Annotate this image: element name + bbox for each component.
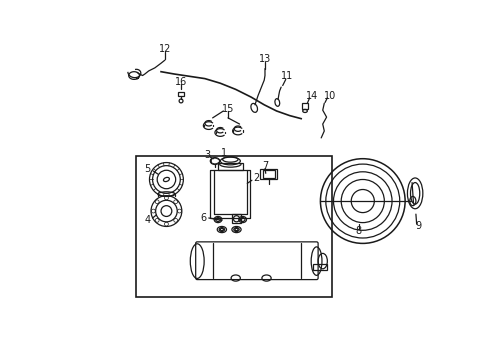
Text: 12: 12: [159, 44, 171, 54]
Text: 1: 1: [221, 148, 227, 158]
Text: 15: 15: [222, 104, 234, 114]
Bar: [313, 264, 326, 270]
Text: 6: 6: [200, 213, 206, 223]
Text: 10: 10: [323, 91, 336, 100]
Text: 5: 5: [144, 164, 150, 174]
Text: 16: 16: [175, 77, 187, 87]
Text: 4: 4: [144, 215, 150, 225]
Text: 9: 9: [415, 221, 421, 231]
Bar: [260, 169, 277, 180]
Text: 2: 2: [253, 173, 260, 183]
Text: 14: 14: [306, 91, 318, 100]
Text: 8: 8: [356, 226, 362, 236]
Bar: [178, 93, 184, 96]
Bar: [232, 214, 241, 223]
Bar: [136, 156, 332, 297]
Text: 3: 3: [204, 150, 210, 160]
Bar: [218, 163, 243, 170]
Text: 13: 13: [259, 54, 271, 64]
Text: 11: 11: [281, 71, 294, 81]
Bar: [263, 170, 275, 178]
Bar: [302, 103, 308, 109]
Text: 7: 7: [262, 161, 268, 171]
